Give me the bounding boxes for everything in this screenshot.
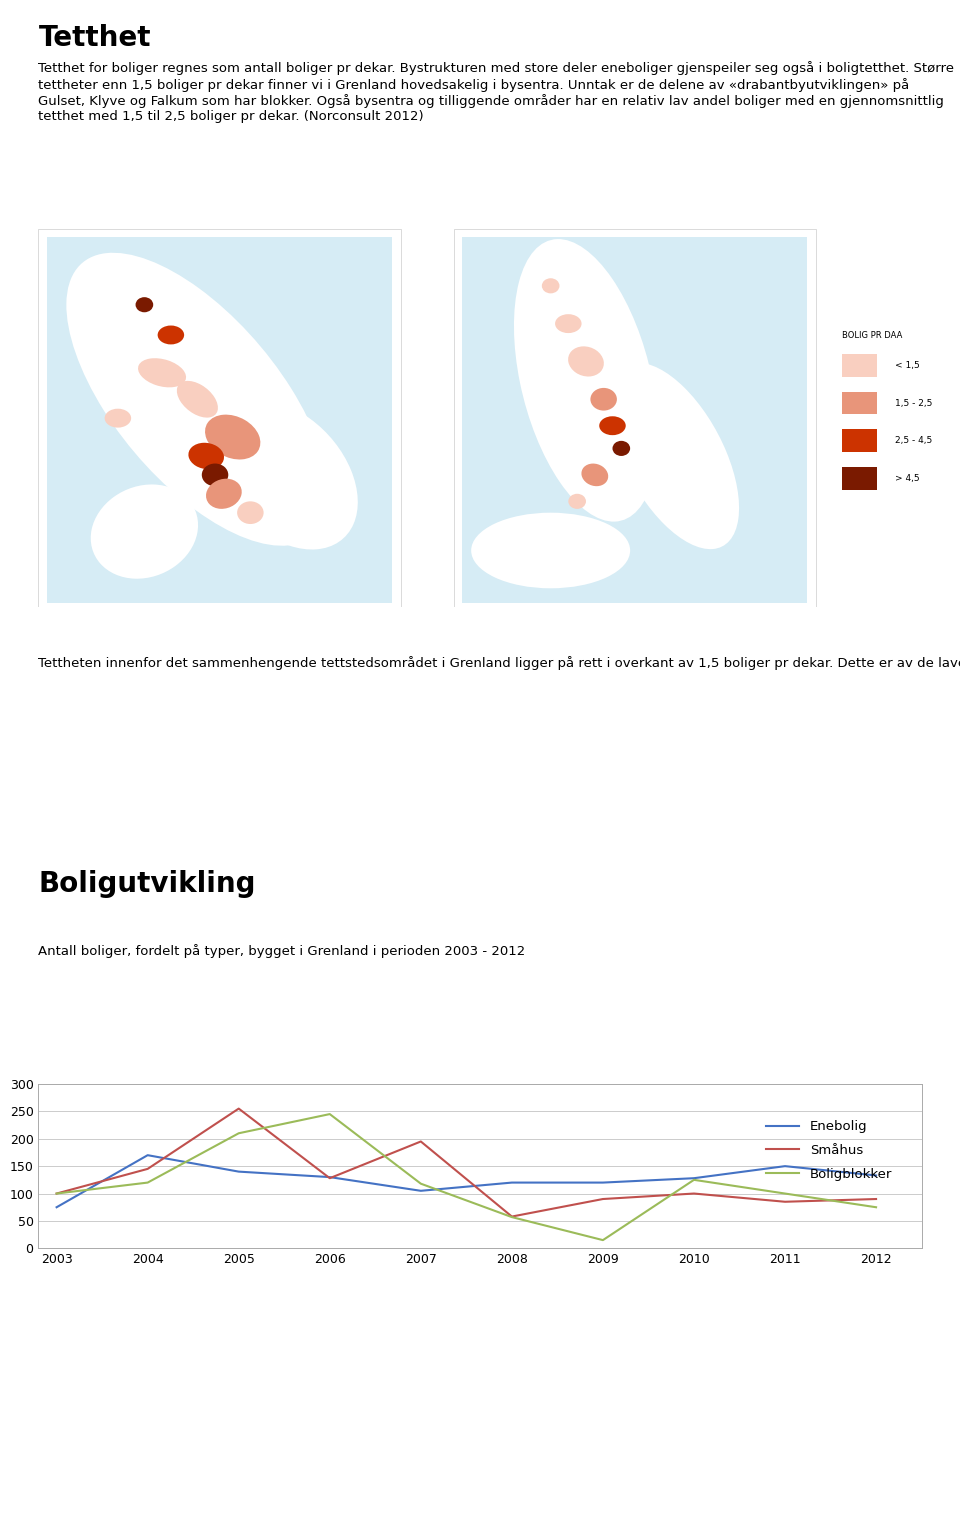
FancyBboxPatch shape (453, 229, 816, 608)
Ellipse shape (157, 326, 184, 345)
Ellipse shape (214, 400, 358, 549)
Småhus (233, 1099, 245, 1117)
Ellipse shape (568, 494, 586, 509)
Line: Småhus: Småhus (57, 1108, 876, 1216)
FancyBboxPatch shape (47, 237, 392, 603)
Småhus (597, 1190, 609, 1208)
Enebolig (506, 1173, 517, 1191)
Text: < 1,5: < 1,5 (895, 360, 920, 369)
Enebolig (142, 1147, 154, 1165)
Ellipse shape (206, 479, 242, 509)
Småhus (506, 1207, 517, 1225)
Text: 2,5 - 4,5: 2,5 - 4,5 (895, 437, 932, 445)
Ellipse shape (541, 279, 560, 294)
Enebolig (233, 1162, 245, 1180)
FancyBboxPatch shape (842, 354, 877, 377)
Småhus (415, 1133, 426, 1151)
Ellipse shape (202, 463, 228, 486)
Småhus (324, 1170, 336, 1188)
Text: 1,5 - 2,5: 1,5 - 2,5 (895, 399, 932, 408)
Ellipse shape (188, 443, 224, 469)
FancyBboxPatch shape (842, 392, 877, 414)
Småhus (688, 1185, 700, 1203)
Ellipse shape (555, 314, 582, 332)
Enebolig (415, 1182, 426, 1200)
Ellipse shape (582, 463, 609, 486)
Ellipse shape (599, 416, 626, 436)
Ellipse shape (135, 297, 154, 312)
Text: Boligutvikling: Boligutvikling (38, 870, 256, 899)
Ellipse shape (568, 346, 604, 377)
Enebolig (688, 1170, 700, 1188)
Ellipse shape (590, 388, 617, 411)
Text: Side 7: Side 7 (871, 1373, 913, 1387)
Ellipse shape (138, 359, 186, 388)
Ellipse shape (514, 239, 658, 522)
Enebolig (597, 1173, 609, 1191)
Text: Tetthet: Tetthet (38, 23, 151, 52)
Boligblokker (324, 1105, 336, 1123)
Boligblokker (51, 1185, 62, 1203)
Småhus (51, 1185, 62, 1203)
Småhus (142, 1160, 154, 1179)
FancyBboxPatch shape (842, 468, 877, 489)
Ellipse shape (66, 252, 328, 546)
Text: > 4,5: > 4,5 (895, 474, 920, 483)
Ellipse shape (610, 363, 739, 549)
Text: Antall boliger, fordelt på typer, bygget i Grenland i perioden 2003 - 2012: Antall boliger, fordelt på typer, bygget… (38, 945, 526, 959)
Boligblokker (871, 1197, 882, 1216)
Boligblokker (233, 1123, 245, 1142)
Text: BOLIG PR DAA: BOLIG PR DAA (842, 331, 902, 340)
Boligblokker (688, 1171, 700, 1190)
Text: Tettheten innenfor det sammenhengende tettstedsområdet i Grenland ligger på rett: Tettheten innenfor det sammenhengende te… (38, 657, 960, 671)
Enebolig (780, 1157, 791, 1176)
Line: Enebolig: Enebolig (57, 1156, 876, 1207)
Enebolig (324, 1168, 336, 1187)
Ellipse shape (205, 414, 260, 460)
Boligblokker (506, 1208, 517, 1227)
Småhus (871, 1190, 882, 1208)
Line: Boligblokker: Boligblokker (57, 1114, 876, 1240)
Ellipse shape (612, 440, 630, 456)
Ellipse shape (237, 502, 264, 523)
Legend: Enebolig, Småhus, Boligblokker: Enebolig, Småhus, Boligblokker (761, 1116, 898, 1187)
FancyBboxPatch shape (842, 429, 877, 452)
Text: Temarapport ATP Grenland/Kommuneplanens arealdeler: Boligstrategi: Temarapport ATP Grenland/Kommuneplanens … (47, 1373, 515, 1387)
Enebolig (51, 1197, 62, 1216)
Ellipse shape (471, 512, 630, 588)
Text: Tetthet for boliger regnes som antall boliger pr dekar. Bystrukturen med store d: Tetthet for boliger regnes som antall bo… (38, 62, 954, 123)
Ellipse shape (105, 409, 132, 428)
Boligblokker (415, 1174, 426, 1193)
Boligblokker (780, 1185, 791, 1203)
Ellipse shape (177, 380, 218, 417)
Boligblokker (142, 1173, 154, 1191)
Småhus (780, 1193, 791, 1211)
FancyBboxPatch shape (463, 237, 806, 603)
Boligblokker (597, 1231, 609, 1250)
FancyBboxPatch shape (38, 229, 400, 608)
Enebolig (871, 1167, 882, 1185)
Ellipse shape (91, 485, 198, 579)
